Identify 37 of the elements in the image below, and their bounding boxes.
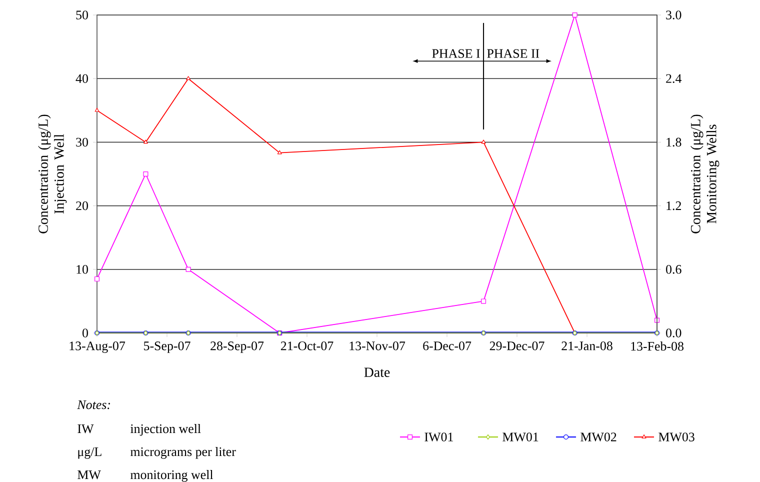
y-axis-title: Concentration (μg/L) Injection Well — [38, 114, 67, 234]
annotation: PHASE I — [432, 49, 480, 58]
x-tick-label: 13-Aug-07 — [70, 342, 126, 353]
x-tick-label: 6-Dec-07 — [423, 342, 472, 350]
y2-tick-label: 0.6 — [666, 265, 682, 274]
x-tick-label: 5-Sep-07 — [144, 342, 190, 353]
x-axis-title: Date — [364, 368, 390, 378]
y2-axis-title: Concentration (μg/L) Monitoring Wells — [690, 114, 720, 234]
text: micrograms per liter — [130, 447, 236, 459]
text: monitoring well — [130, 470, 214, 482]
y2-tick-label: 1.2 — [666, 201, 682, 210]
x-tick-label: 21-Oct-07 — [280, 342, 334, 350]
x-tick-label: 21-Jan-08 — [562, 342, 612, 350]
x-tick-label: 13-Feb-08 — [631, 342, 684, 351]
y2-tick-label: 2.4 — [666, 74, 682, 83]
y2-tick-label: 0.0 — [666, 328, 682, 338]
y-tick-label: 40 — [76, 74, 88, 83]
y-tick-label: 20 — [76, 201, 88, 210]
text: MW — [78, 470, 101, 480]
x-tick-label: 13-Nov-07 — [350, 342, 406, 350]
y2-tick-label: 3.0 — [666, 10, 682, 20]
x-tick-label: 28-Sep-07 — [210, 342, 264, 353]
legend-label: MW02 — [580, 432, 616, 442]
text: μg/L — [78, 447, 102, 459]
legend-label: MW03 — [658, 432, 694, 442]
annotation: PHASE II — [487, 49, 540, 58]
y-tick-label: 30 — [76, 138, 88, 147]
legend-label: IW01 — [424, 432, 453, 442]
legend-label: MW01 — [502, 432, 538, 442]
y-tick-label: 10 — [76, 265, 88, 274]
text: IW — [78, 424, 94, 434]
y-tick-label: 50 — [76, 10, 88, 20]
y-tick-label: 0 — [82, 328, 88, 338]
x-tick-label: 29-Dec-07 — [490, 342, 544, 350]
y2-tick-label: 1.8 — [666, 138, 682, 147]
text: injection well — [130, 424, 201, 436]
text: Notes: — [77, 400, 110, 410]
